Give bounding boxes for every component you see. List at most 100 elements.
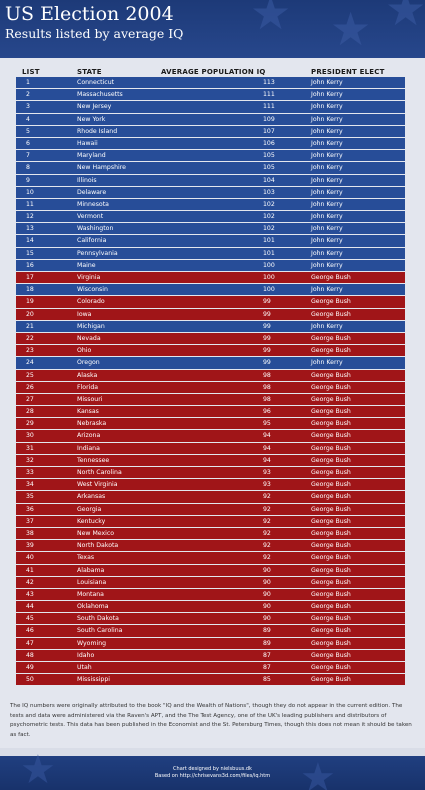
rank-cell: 3: [26, 103, 30, 111]
president-cell: George Bush: [311, 395, 351, 403]
table-row: 40 Texas 92 George Bush: [16, 552, 405, 564]
table-row: 25 Alaska 98 George Bush: [16, 369, 405, 381]
president-cell: John Kerry: [311, 322, 343, 330]
state-cell: North Dakota: [77, 542, 119, 550]
rank-cell: 40: [26, 554, 34, 562]
rank-cell: 16: [26, 261, 34, 269]
iq-cell: 99: [263, 359, 271, 367]
rank-cell: 25: [26, 371, 34, 379]
iq-cell: 102: [263, 213, 275, 221]
iq-cell: 103: [263, 188, 275, 196]
table-row: 11 Minnesota 102 John Kerry: [16, 198, 405, 211]
star-icon: ★: [300, 755, 336, 790]
state-cell: Mississippi: [77, 676, 110, 684]
president-cell: George Bush: [311, 310, 351, 318]
table-row: 39 North Dakota 92 George Bush: [16, 540, 405, 552]
rank-cell: 8: [26, 164, 30, 172]
footnote: The IQ numbers were originally attribute…: [10, 703, 412, 738]
state-cell: Tennessee: [77, 456, 110, 464]
state-cell: Pennsylvania: [77, 249, 118, 257]
president-cell: John Kerry: [311, 249, 343, 257]
iq-cell: 90: [263, 590, 271, 598]
table-row: 26 Florida 98 George Bush: [16, 381, 405, 393]
iq-cell: 92: [263, 517, 271, 525]
iq-cell: 99: [263, 334, 271, 342]
state-cell: Florida: [77, 383, 99, 391]
state-cell: New Mexico: [77, 529, 115, 537]
rank-cell: 48: [26, 651, 34, 659]
iq-cell: 107: [263, 127, 275, 135]
state-cell: Hawaii: [77, 139, 98, 147]
state-cell: New York: [77, 115, 106, 123]
iq-cell: 90: [263, 603, 271, 611]
rank-cell: 30: [26, 432, 34, 440]
president-cell: George Bush: [311, 664, 351, 671]
president-cell: George Bush: [311, 481, 351, 489]
table-row: 35 Arkansas 92 George Bush: [16, 491, 405, 503]
table-row: 8 New Hampshire 105 John Kerry: [16, 162, 405, 174]
state-cell: Washington: [77, 225, 114, 233]
president-cell: George Bush: [311, 469, 351, 476]
rank-cell: 2: [26, 91, 30, 99]
iq-cell: 113: [263, 79, 275, 86]
state-cell: Georgia: [77, 505, 102, 513]
iq-cell: 101: [263, 249, 275, 257]
president-cell: George Bush: [311, 517, 351, 525]
president-cell: George Bush: [311, 676, 351, 684]
president-cell: John Kerry: [311, 79, 343, 86]
table-row: 1 Connecticut 113 John Kerry: [16, 77, 405, 89]
state-cell: Arkansas: [77, 493, 106, 501]
president-cell: George Bush: [311, 456, 351, 464]
footer-banner: ★ ★ Chart designed by nielsbuus.dk Based…: [0, 750, 425, 790]
president-cell: George Bush: [311, 639, 351, 647]
table-row: 48 Idaho 87 George Bush: [16, 649, 405, 661]
state-cell: Connecticut: [77, 79, 115, 86]
state-cell: Texas: [77, 554, 95, 562]
president-cell: George Bush: [311, 334, 351, 342]
table-row: 37 Kentucky 92 George Bush: [16, 515, 405, 527]
rank-cell: 13: [26, 225, 34, 233]
rank-cell: 6: [26, 139, 30, 147]
rank-cell: 47: [26, 639, 34, 647]
iq-cell: 99: [263, 322, 271, 330]
rank-cell: 45: [26, 615, 34, 623]
iq-cell: 101: [263, 237, 275, 245]
rank-cell: 36: [26, 505, 34, 513]
president-cell: George Bush: [311, 578, 351, 586]
state-cell: Wisconsin: [77, 286, 108, 294]
president-cell: George Bush: [311, 651, 351, 659]
table-row: 3 New Jersey 111 John Kerry: [16, 101, 405, 113]
table-row: 17 Virginia 100 George Bush: [16, 272, 405, 284]
iq-cell: 94: [263, 444, 271, 452]
president-cell: George Bush: [311, 554, 351, 562]
iq-cell: 105: [263, 164, 275, 172]
president-cell: John Kerry: [311, 176, 343, 184]
president-cell: George Bush: [311, 566, 351, 574]
state-cell: Illinois: [77, 176, 97, 184]
iq-cell: 94: [263, 432, 271, 440]
state-cell: Alaska: [77, 371, 98, 379]
president-cell: George Bush: [311, 590, 351, 598]
president-cell: George Bush: [311, 432, 351, 440]
president-cell: George Bush: [311, 347, 351, 355]
rank-cell: 35: [26, 493, 34, 501]
table-row: 28 Kansas 96 George Bush: [16, 406, 405, 418]
president-cell: George Bush: [311, 542, 351, 550]
state-cell: Nebraska: [77, 420, 107, 428]
rank-cell: 11: [26, 200, 34, 208]
president-cell: George Bush: [311, 298, 351, 306]
rank-cell: 22: [26, 334, 34, 342]
state-cell: Louisiana: [77, 578, 107, 586]
table-row: 24 Oregon 99 John Kerry: [16, 357, 405, 369]
rank-cell: 41: [26, 566, 34, 574]
iq-cell: 102: [263, 225, 275, 233]
state-cell: Alabama: [77, 566, 105, 574]
table-row: 4 New York 109 John Kerry: [16, 113, 405, 125]
rank-cell: 21: [26, 322, 34, 330]
rank-cell: 44: [26, 603, 34, 611]
table-row: 33 North Carolina 93 George Bush: [16, 467, 405, 479]
rank-cell: 9: [26, 176, 30, 184]
table-row: 9 Illinois 104 John Kerry: [16, 174, 405, 186]
president-cell: George Bush: [311, 420, 351, 428]
state-cell: Nevada: [77, 334, 101, 342]
